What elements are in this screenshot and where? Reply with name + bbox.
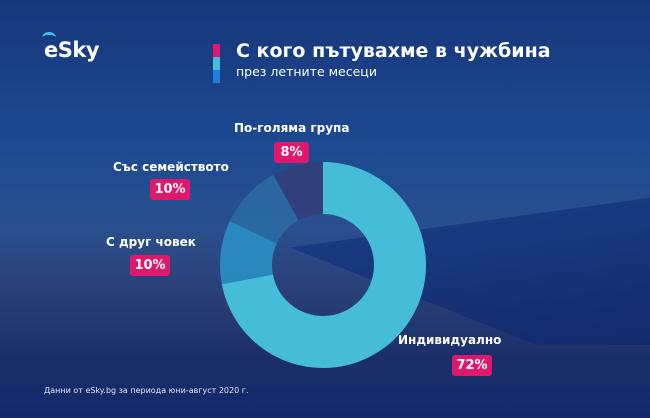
title-bar-blue bbox=[213, 70, 220, 83]
logo-arc-icon bbox=[42, 32, 56, 43]
esky-logo: eSky bbox=[42, 32, 100, 62]
value-badge-individual: 72% bbox=[452, 355, 492, 376]
slice-another-person bbox=[220, 221, 277, 285]
slice-family bbox=[229, 174, 299, 244]
value-badge-group: 8% bbox=[274, 142, 309, 163]
title-bar-pink bbox=[213, 44, 220, 57]
slice-group bbox=[273, 162, 323, 221]
title-bar-cyan bbox=[213, 57, 220, 70]
slice-individual bbox=[221, 162, 426, 368]
value-badge-family: 10% bbox=[150, 179, 190, 200]
chart-title: С кого пътувахме в чужбина bbox=[236, 40, 551, 62]
chart-subtitle: през летните месеци bbox=[236, 64, 377, 79]
label-family: Със семейството bbox=[113, 160, 229, 174]
source-note: Данни от eSky.bg за периода юни-август 2… bbox=[44, 386, 249, 395]
label-another-person: С друг човек bbox=[106, 235, 196, 249]
value-badge-another-person: 10% bbox=[130, 255, 170, 276]
label-individual: Индивидуално bbox=[398, 333, 502, 347]
label-group: По-голяма група bbox=[234, 121, 350, 135]
